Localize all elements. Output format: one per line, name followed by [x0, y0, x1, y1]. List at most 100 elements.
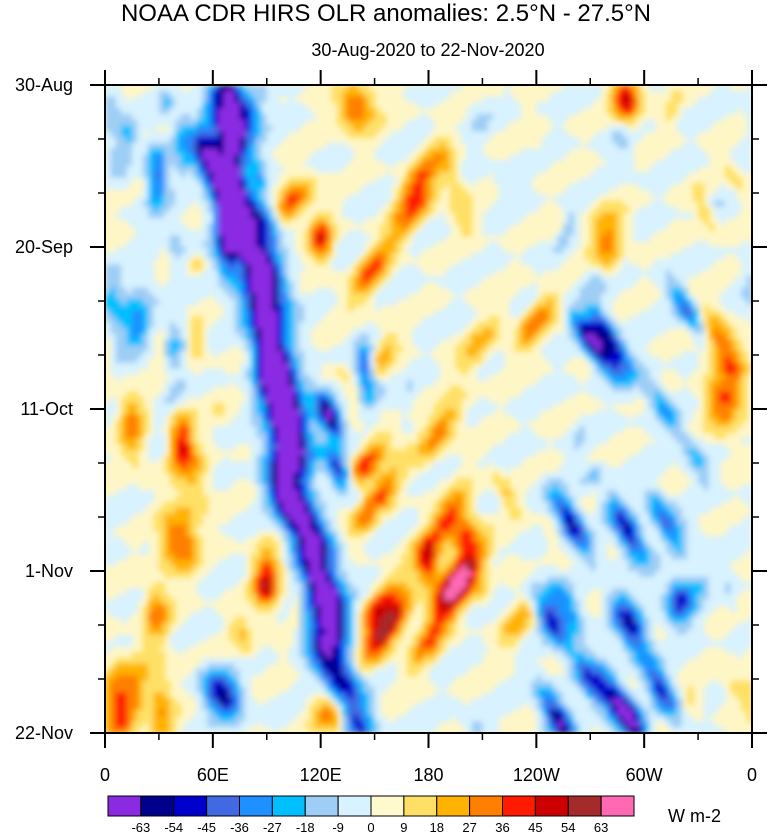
heatmap-cell [385, 212, 392, 219]
heatmap-cell [379, 391, 387, 399]
heatmap-cell [255, 316, 263, 324]
heatmap-cell [601, 177, 608, 185]
heatmap-cell [266, 380, 273, 387]
heatmap-cell [304, 432, 311, 439]
heatmap-cell [433, 322, 441, 329]
heatmap-cell [353, 194, 360, 202]
heatmap-cell [158, 113, 166, 121]
heatmap-cell [131, 235, 139, 243]
heatmap-cell [250, 362, 257, 370]
heatmap-cell [277, 293, 284, 300]
heatmap-cell [153, 108, 160, 115]
heatmap-cell [223, 293, 230, 300]
heatmap-cell [509, 443, 516, 451]
heatmap-cell [105, 171, 112, 179]
heatmap-cell [218, 345, 225, 352]
heatmap-cell [460, 351, 468, 358]
heatmap-cell [627, 148, 635, 156]
heatmap-cell [568, 142, 575, 150]
heatmap-cell [304, 241, 311, 248]
heatmap-cell [563, 380, 570, 387]
heatmap-cell [175, 137, 182, 144]
heatmap-cell [730, 380, 737, 387]
heatmap-cell [638, 270, 645, 277]
heatmap-cell [654, 409, 662, 416]
heatmap-cell [563, 385, 570, 393]
heatmap-cell [282, 235, 290, 243]
heatmap-cell [730, 194, 737, 202]
heatmap-cell [460, 200, 468, 208]
heatmap-cell [601, 299, 608, 306]
heatmap-cell [622, 142, 629, 150]
heatmap-cell [687, 264, 694, 271]
heatmap-cell [137, 241, 144, 248]
heatmap-cell [185, 189, 193, 196]
heatmap-cell [471, 142, 478, 150]
heatmap-cell [687, 403, 694, 410]
heatmap-cell [406, 368, 414, 376]
heatmap-cell [255, 270, 263, 277]
heatmap-cell [239, 385, 246, 393]
heatmap-cell [185, 96, 193, 104]
heatmap-cell [530, 316, 538, 324]
heatmap-cell [649, 125, 656, 133]
heatmap-cell [191, 189, 198, 196]
heatmap-cell [606, 409, 613, 416]
heatmap-cell [557, 437, 565, 445]
heatmap-cell [261, 137, 268, 144]
heatmap-cell [175, 356, 182, 364]
heatmap-cell [363, 426, 370, 433]
heatmap-cell [202, 96, 209, 104]
heatmap-cell [552, 310, 559, 318]
heatmap-cell [320, 437, 327, 445]
heatmap-cell [725, 102, 732, 109]
heatmap-cell [417, 380, 424, 387]
heatmap-cell [115, 252, 122, 260]
heatmap-cell [229, 142, 236, 150]
heatmap-cell [406, 200, 414, 208]
heatmap-cell [687, 322, 694, 329]
heatmap-cell [207, 166, 214, 173]
heatmap-cell [320, 212, 327, 219]
heatmap-cell [331, 85, 338, 92]
heatmap-cell [250, 177, 257, 185]
heatmap-cell [509, 183, 516, 190]
heatmap-cell [218, 200, 225, 208]
heatmap-cell [590, 328, 597, 335]
heatmap-cell [369, 345, 376, 352]
heatmap-cell [245, 409, 252, 416]
heatmap-cell [595, 212, 602, 219]
heatmap-cell [601, 316, 608, 324]
heatmap-cell [417, 241, 424, 248]
heatmap-cell [574, 206, 581, 214]
heatmap-cell [137, 200, 144, 208]
heatmap-cell [644, 322, 651, 329]
heatmap-cell [142, 183, 149, 190]
heatmap-cell [336, 449, 344, 457]
heatmap-cell [115, 137, 122, 144]
heatmap-cell [714, 391, 721, 399]
heatmap-cell [611, 368, 619, 376]
heatmap-cell [229, 96, 236, 104]
heatmap-cell [347, 258, 354, 266]
heatmap-cell [374, 194, 381, 202]
heatmap-cell [142, 142, 149, 150]
heatmap-cell [212, 241, 220, 248]
heatmap-cell [336, 113, 344, 121]
heatmap-cell [266, 443, 273, 451]
heatmap-cell [579, 316, 586, 324]
heatmap-cell [649, 206, 656, 214]
heatmap-cell [417, 194, 424, 202]
heatmap-cell [347, 426, 354, 433]
heatmap-cell [148, 125, 155, 133]
heatmap-cell [131, 166, 139, 173]
heatmap-cell [530, 432, 538, 439]
heatmap-cell [730, 148, 737, 156]
heatmap-cell [293, 200, 300, 208]
heatmap-cell [148, 229, 155, 237]
heatmap-cell [390, 258, 397, 266]
heatmap-cell [223, 142, 230, 150]
heatmap-cell [654, 160, 662, 167]
heatmap-cell [169, 275, 176, 283]
heatmap-cell [234, 108, 241, 115]
